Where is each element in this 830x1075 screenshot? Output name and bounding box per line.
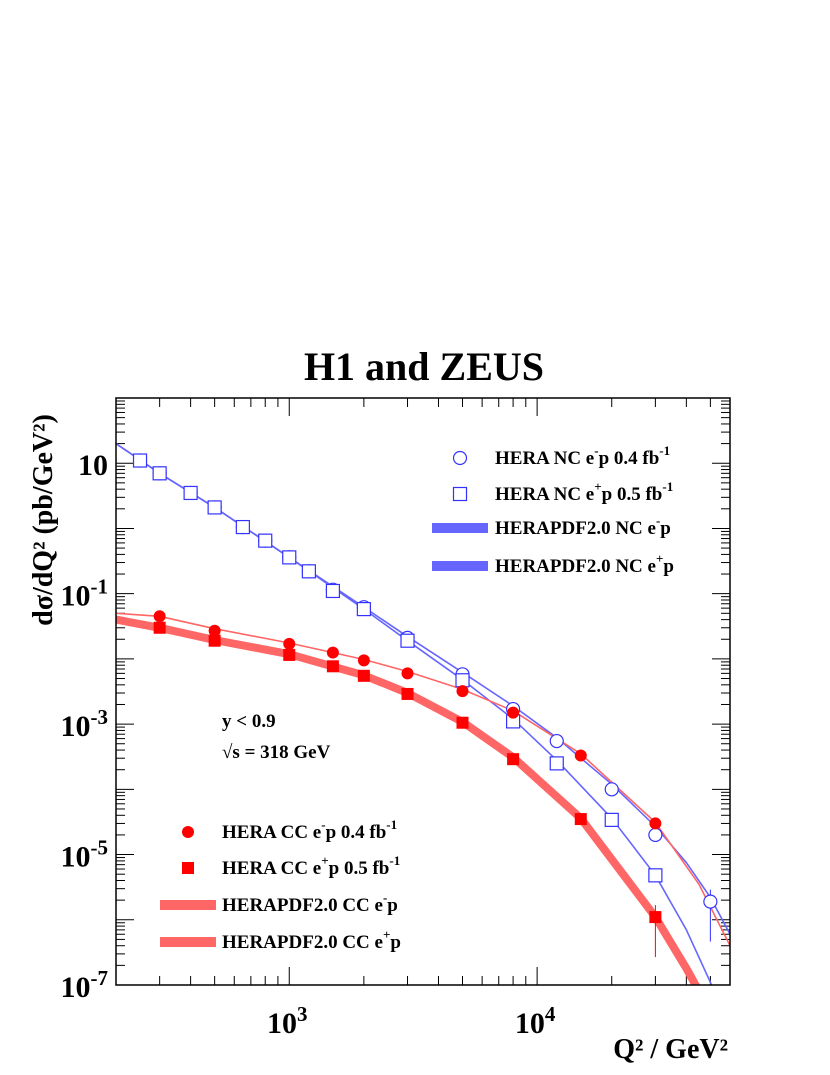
data-point bbox=[604, 782, 619, 797]
data-point bbox=[549, 756, 564, 771]
data-point bbox=[282, 550, 297, 565]
legend-swatch bbox=[452, 450, 468, 466]
data-point bbox=[549, 733, 564, 749]
theory-curve bbox=[116, 612, 730, 947]
data-points bbox=[132, 453, 718, 958]
data-point bbox=[401, 687, 414, 700]
legend-swatch bbox=[182, 862, 194, 874]
legend-swatch bbox=[432, 561, 488, 571]
data-point bbox=[153, 621, 166, 634]
data-point bbox=[401, 667, 414, 680]
legend-label: HERA NC e+p 0.5 fb-1 bbox=[495, 479, 673, 505]
legend-label: HERA NC e-p 0.4 fb-1 bbox=[495, 443, 670, 469]
data-point bbox=[132, 453, 148, 468]
annotation-y-cut: y < 0.9 bbox=[222, 711, 276, 732]
legend-label: HERAPDF2.0 CC e+p bbox=[222, 927, 401, 953]
data-point bbox=[258, 533, 273, 548]
data-point bbox=[301, 564, 316, 579]
legend-label: HERAPDF2.0 CC e-p bbox=[222, 890, 398, 916]
data-point bbox=[604, 812, 619, 827]
legend-label: HERAPDF2.0 NC e+p bbox=[495, 551, 674, 577]
data-point bbox=[153, 610, 166, 623]
annotation-sqrt-s: √s = 318 GeV bbox=[222, 742, 331, 763]
y-tick-label: 10-5 bbox=[61, 836, 109, 874]
legend-entry-nc: HERA NC e-p 0.4 fb-1 bbox=[452, 443, 670, 469]
data-point bbox=[283, 648, 296, 661]
legend-swatch bbox=[452, 486, 468, 502]
data-point bbox=[649, 911, 662, 924]
chart-title: H1 and ZEUS bbox=[304, 344, 544, 389]
plot-frame bbox=[115, 397, 731, 986]
theory-curve bbox=[116, 615, 701, 985]
y-axis-label: dσ/dQ² (pb/GeV²) bbox=[28, 414, 59, 626]
data-point bbox=[456, 716, 469, 729]
data-point bbox=[183, 485, 198, 501]
data-point bbox=[574, 813, 587, 826]
data-point bbox=[649, 817, 662, 830]
data-point bbox=[507, 753, 520, 766]
data-point bbox=[208, 634, 221, 647]
data-point bbox=[357, 669, 370, 682]
legend-entry-nc: HERA NC e+p 0.5 fb-1 bbox=[452, 479, 673, 505]
legend-entry-cc: HERA CC e+p 0.5 fb-1 bbox=[182, 853, 400, 879]
legend-label: HERA CC e+p 0.5 fb-1 bbox=[222, 853, 400, 879]
theory-curves bbox=[116, 442, 730, 985]
data-point bbox=[648, 827, 663, 843]
legend-swatch bbox=[432, 523, 488, 533]
data-point bbox=[456, 685, 469, 698]
y-tick-label: 10-7 bbox=[61, 966, 109, 1004]
data-point bbox=[325, 583, 340, 599]
legend: HERA NC e-p 0.4 fb-1 HERA NC e+p 0.5 fb-1… bbox=[160, 443, 674, 953]
legend-swatch bbox=[182, 826, 194, 838]
data-point bbox=[507, 706, 520, 719]
legend-label: HERA CC e-p 0.4 fb-1 bbox=[222, 817, 397, 843]
legend-entry-nc: HERAPDF2.0 NC e+p bbox=[432, 551, 674, 577]
data-point bbox=[648, 868, 663, 883]
legend-swatch bbox=[160, 937, 216, 947]
y-tick-label: 10-1 bbox=[61, 575, 109, 613]
data-point bbox=[235, 519, 250, 535]
data-point bbox=[357, 654, 370, 667]
data-point bbox=[455, 673, 470, 688]
axes-ticks bbox=[115, 397, 731, 986]
legend-label: HERAPDF2.0 NC e-p bbox=[495, 513, 671, 539]
data-point bbox=[326, 660, 339, 673]
data-point bbox=[326, 646, 339, 659]
legend-entry-cc: HERAPDF2.0 CC e-p bbox=[160, 890, 398, 916]
data-point bbox=[574, 749, 587, 762]
data-point bbox=[356, 601, 371, 617]
data-point bbox=[283, 637, 296, 650]
x-tick-label: 103 bbox=[267, 1002, 308, 1040]
legend-entry-cc: HERAPDF2.0 CC e+p bbox=[160, 927, 401, 953]
data-point bbox=[152, 466, 167, 481]
y-tick-label: 10-3 bbox=[61, 705, 109, 743]
data-point bbox=[207, 500, 222, 515]
legend-entry-nc: HERAPDF2.0 NC e-p bbox=[432, 513, 671, 539]
data-point bbox=[400, 633, 415, 648]
data-point bbox=[208, 624, 221, 637]
legend-swatch bbox=[160, 900, 216, 910]
legend-entry-cc: HERA CC e-p 0.4 fb-1 bbox=[182, 817, 397, 843]
data-point bbox=[703, 894, 718, 909]
x-tick-label: 104 bbox=[515, 1002, 556, 1040]
tick-labels: 103 104 10 10-1 10-3 10-5 10-7 bbox=[61, 449, 556, 1040]
x-axis-label: Q² / GeV² bbox=[613, 1034, 728, 1065]
y-tick-label: 10 bbox=[78, 449, 108, 482]
